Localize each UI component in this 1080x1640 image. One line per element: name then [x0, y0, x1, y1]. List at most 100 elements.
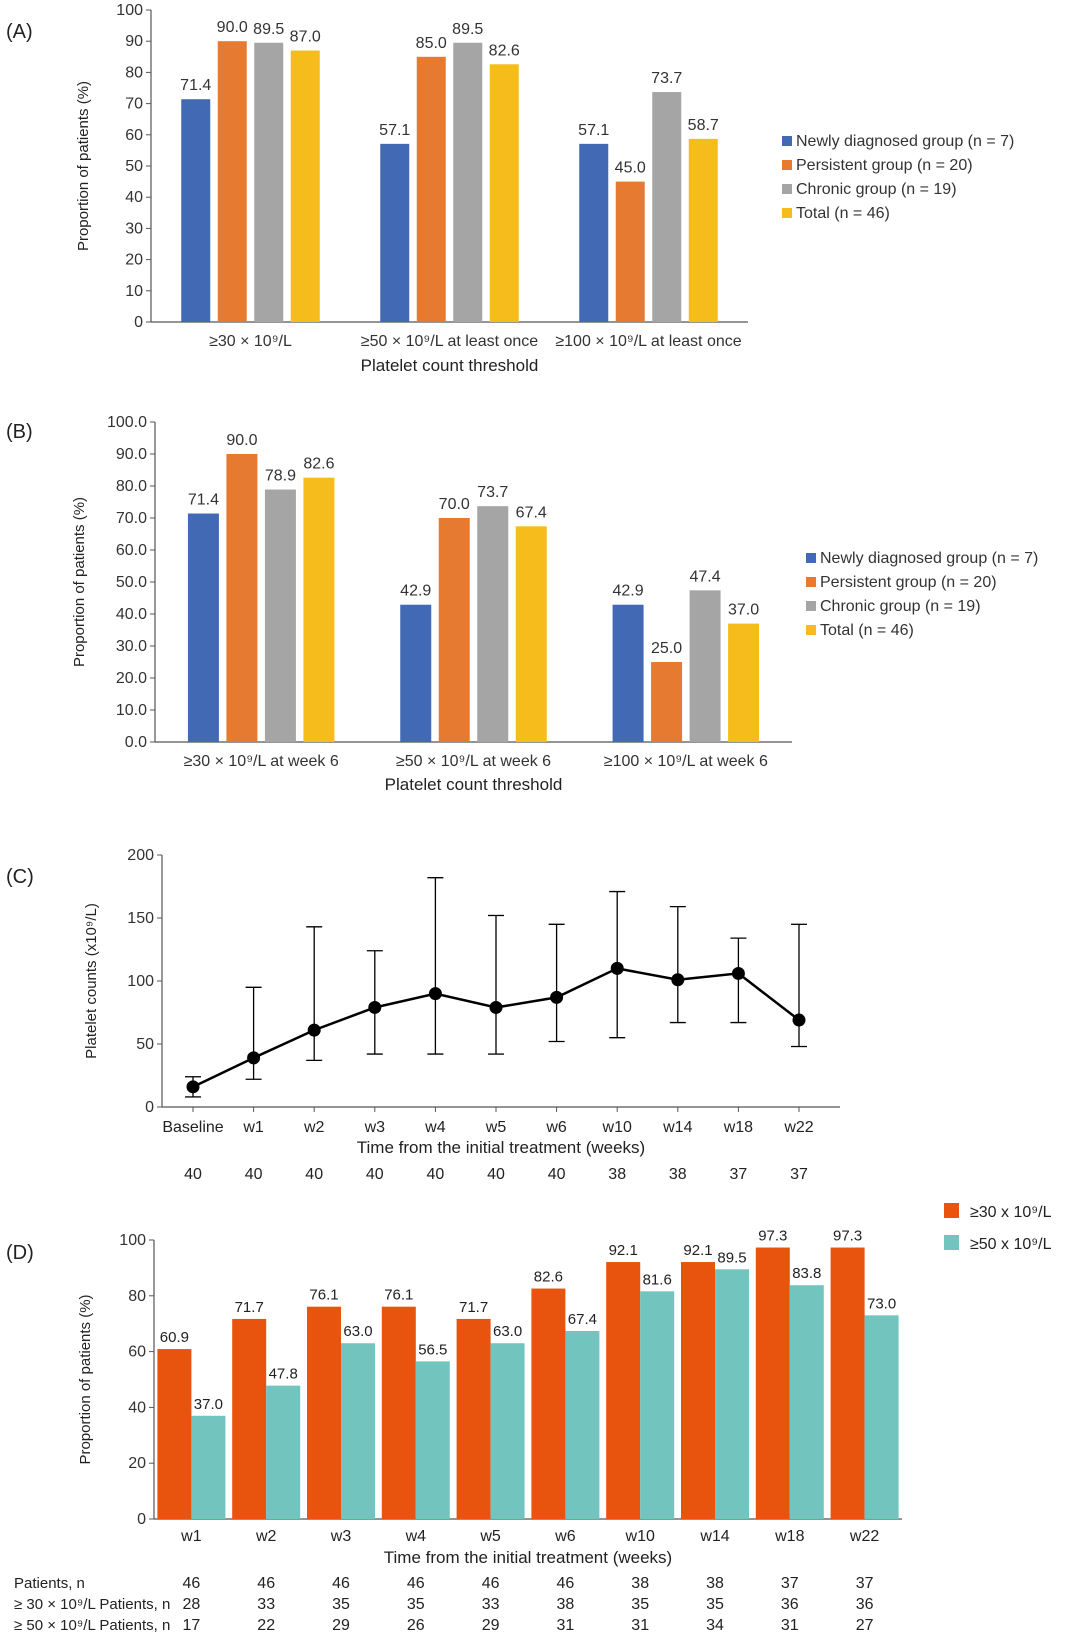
legend-swatch: [806, 553, 816, 563]
patients-count: 38: [608, 1166, 626, 1183]
bar: [254, 42, 284, 322]
patients-count: 40: [487, 1166, 505, 1183]
bar: [477, 506, 509, 742]
bar-value-label: 71.7: [235, 1299, 264, 1316]
legend-label: ≥50 x 10⁹/L: [970, 1236, 1052, 1253]
x-axis-label: Time from the initial treatment (weeks): [357, 1138, 645, 1157]
bar-value-label: 70.0: [439, 496, 470, 513]
bar: [453, 42, 483, 322]
patients-count: 40: [427, 1166, 445, 1183]
bar: [217, 41, 247, 322]
x-tick-label: w18: [774, 1528, 804, 1545]
legend-swatch: [944, 1203, 959, 1218]
bar-value-label: 97.3: [758, 1228, 787, 1245]
bar-value-label: 76.1: [309, 1287, 338, 1304]
table-cell: 46: [482, 1575, 500, 1592]
table-cell: 31: [557, 1617, 575, 1634]
bar: [565, 1330, 600, 1519]
y-tick-label: 50: [125, 158, 143, 175]
legend-swatch: [782, 208, 792, 218]
bar: [681, 1262, 715, 1519]
bar: [728, 623, 760, 742]
bar-value-label: 45.0: [615, 160, 646, 177]
data-point: [428, 987, 442, 1001]
bar-value-label: 57.1: [578, 122, 609, 139]
x-axis-label: Platelet count threshold: [385, 775, 563, 794]
table-cell: 29: [332, 1617, 350, 1634]
bar: [416, 56, 446, 323]
y-tick-label: 150: [127, 910, 154, 927]
y-tick-label: 80: [128, 1288, 146, 1305]
table-cell: 31: [781, 1617, 799, 1634]
legend-label: Chronic group (n = 19): [796, 181, 957, 198]
data-point: [610, 961, 624, 975]
bar: [232, 1318, 267, 1519]
y-tick-label: 50.0: [116, 574, 147, 591]
y-tick-label: 0: [137, 1511, 146, 1528]
table-cell: 38: [557, 1596, 575, 1613]
y-axis-label: Proportion of patients (%): [71, 497, 88, 667]
bar-value-label: 92.1: [609, 1242, 638, 1259]
bar: [615, 181, 645, 322]
data-point: [489, 1000, 503, 1014]
x-tick-label: w4: [405, 1528, 427, 1545]
bar-value-label: 25.0: [651, 640, 682, 657]
bar-value-label: 89.5: [717, 1249, 746, 1266]
bar-value-label: 82.6: [303, 456, 334, 473]
data-point: [671, 973, 685, 987]
x-tick-label: w10: [625, 1528, 655, 1545]
bar: [864, 1315, 899, 1519]
x-tick-label: w5: [485, 1119, 507, 1136]
bar-value-label: 82.6: [534, 1269, 563, 1286]
bar-value-label: 63.0: [493, 1323, 522, 1340]
bar-value-label: 73.0: [867, 1295, 896, 1312]
bar-value-label: 60.9: [160, 1329, 189, 1346]
data-point: [368, 1000, 382, 1014]
data-point: [307, 1023, 321, 1037]
bar: [307, 1306, 341, 1519]
y-tick-label: 40: [128, 1399, 146, 1416]
x-tick-label: ≥30 × 10⁹/L at week 6: [184, 753, 339, 770]
bar-value-label: 67.4: [516, 504, 547, 521]
x-tick-label: w14: [699, 1528, 729, 1545]
table-cell: 34: [706, 1617, 724, 1634]
y-tick-label: 80.0: [116, 478, 147, 495]
bar: [187, 513, 219, 742]
y-tick-label: 0: [134, 314, 143, 331]
y-tick-label: 30: [125, 220, 143, 237]
x-tick-label: w2: [303, 1119, 325, 1136]
table-cell: 38: [631, 1575, 649, 1592]
data-point: [247, 1051, 261, 1065]
bar-value-label: 92.1: [683, 1242, 712, 1259]
legend-label: Persistent group (n = 20): [820, 574, 997, 591]
y-tick-label: 30.0: [116, 638, 147, 655]
bar-value-label: 58.7: [688, 117, 719, 134]
legend-swatch: [944, 1235, 959, 1250]
table-cell: 38: [706, 1575, 724, 1592]
y-tick-label: 40.0: [116, 606, 147, 623]
table-cell: 35: [407, 1596, 425, 1613]
bar: [456, 1318, 491, 1519]
x-tick-label: ≥50 × 10⁹/L at week 6: [396, 753, 551, 770]
table-row-label: ≥ 50 × 10⁹/L Patients, n: [14, 1617, 170, 1634]
x-tick-label: w10: [602, 1119, 632, 1136]
y-tick-label: 200: [127, 847, 154, 864]
bar: [531, 1288, 566, 1519]
bar-value-label: 71.4: [180, 77, 211, 94]
x-tick-label: w3: [364, 1119, 386, 1136]
legend-label: Newly diagnosed group (n = 7): [820, 550, 1038, 567]
bar-value-label: 71.4: [188, 492, 219, 509]
panel-label: (B): [6, 421, 33, 443]
bar-value-label: 71.7: [459, 1299, 488, 1316]
bar: [438, 518, 470, 742]
bar: [689, 590, 721, 742]
bar-value-label: 97.3: [833, 1228, 862, 1245]
bar-value-label: 90.0: [217, 19, 248, 36]
y-tick-label: 80: [125, 64, 143, 81]
y-tick-label: 0.0: [125, 734, 147, 751]
bar: [579, 143, 609, 322]
table-row-label: Patients, n: [14, 1575, 85, 1592]
bar: [515, 526, 547, 742]
x-tick-label: w3: [330, 1528, 352, 1545]
